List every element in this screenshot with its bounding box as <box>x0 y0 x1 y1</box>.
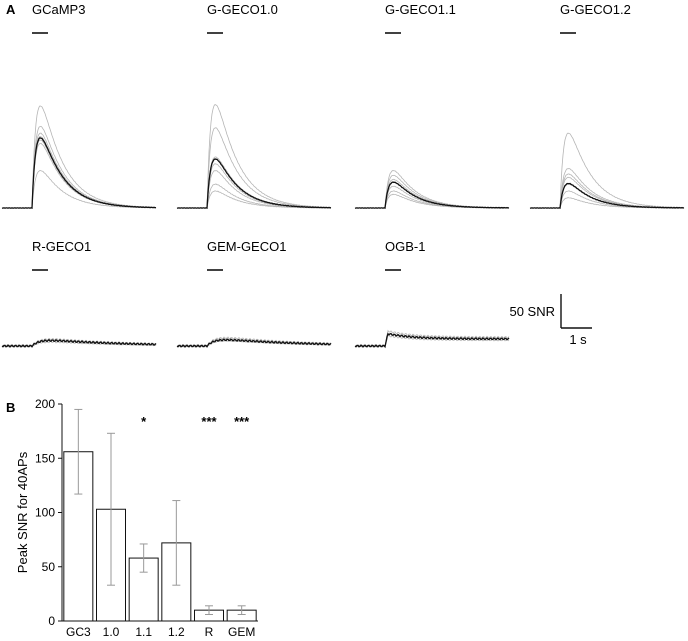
individual-trace <box>1 142 157 209</box>
scale-bar: 50 SNR 1 s <box>509 294 592 347</box>
trace-title: GEM-GECO1 <box>207 239 286 254</box>
individual-trace <box>176 103 332 209</box>
individual-trace <box>1 135 157 209</box>
individual-trace <box>529 183 685 209</box>
panel-b-letter: B <box>6 400 15 415</box>
mean-trace <box>530 182 685 209</box>
individual-trace <box>1 132 157 209</box>
mean-trace <box>177 158 331 209</box>
x-tick-label: GC3 <box>66 625 91 639</box>
individual-trace <box>1 125 157 209</box>
x-tick-label: GEM <box>228 625 255 639</box>
trace-panel-g-geco1-0: G-GECO1.0 <box>176 2 332 209</box>
scale-bar-x-label: 1 s <box>569 332 587 347</box>
x-tick-label: 1.1 <box>135 625 152 639</box>
individual-trace <box>1 139 157 209</box>
mean-trace <box>1 338 157 348</box>
trace-panel-gem-geco1: GEM-GECO1 <box>176 239 332 348</box>
significance-marker: * <box>141 414 147 429</box>
individual-trace <box>354 190 510 209</box>
panel-b-bar-chart: 0 50 100 150 200 Peak SNR for 40APs GC3 1.0 1.1 *… <box>15 397 258 639</box>
trace-panel-gcamp3: GCaMP3 <box>1 2 157 209</box>
y-tick-label: 150 <box>35 451 55 465</box>
trace-panel-ogb-1: OGB-1 <box>354 239 510 349</box>
panel-a-traces: GCaMP3 G-GECO1.0 G-GECO1.1 G-GECO1.2 R-GECO1… <box>1 2 685 349</box>
y-tick-label: 100 <box>35 506 55 520</box>
individual-trace <box>529 132 685 209</box>
y-axis-label: Peak SNR for 40APs <box>15 451 30 573</box>
individual-trace <box>1 169 157 209</box>
x-tick-label: R <box>205 625 214 639</box>
significance-marker: *** <box>201 414 217 429</box>
trace-title: GCaMP3 <box>32 2 85 17</box>
scale-bar-y-label: 50 SNR <box>509 304 555 319</box>
significance-marker: *** <box>234 414 250 429</box>
trace-panel-g-geco1-2: G-GECO1.2 <box>529 2 685 209</box>
mean-trace <box>355 181 510 209</box>
y-tick-label: 0 <box>48 614 55 628</box>
panel-a-letter: A <box>6 2 16 17</box>
trace-panel-r-geco1: R-GECO1 <box>1 239 157 348</box>
x-tick-label: 1.0 <box>103 625 120 639</box>
mean-trace <box>354 332 510 349</box>
individual-trace <box>355 334 510 348</box>
individual-trace <box>176 127 332 209</box>
y-tick-label: 50 <box>42 560 56 574</box>
y-tick-label: 200 <box>35 397 55 411</box>
trace-title: R-GECO1 <box>32 239 91 254</box>
mean-trace <box>2 137 157 209</box>
trace-title: G-GECO1.0 <box>207 2 278 17</box>
x-tick-label: 1.2 <box>168 625 185 639</box>
trace-title: OGB-1 <box>385 239 425 254</box>
trace-title: G-GECO1.2 <box>560 2 631 17</box>
mean-trace <box>176 338 332 348</box>
trace-panel-g-geco1-1: G-GECO1.1 <box>354 2 510 209</box>
trace-title: G-GECO1.1 <box>385 2 456 17</box>
